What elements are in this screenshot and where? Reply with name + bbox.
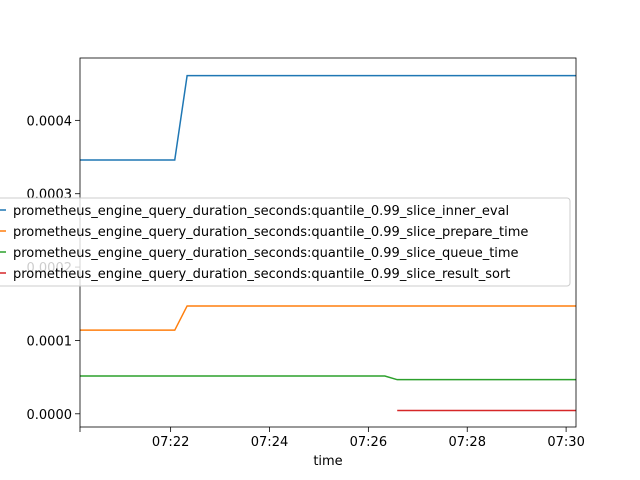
x-tick-label: 07:22	[152, 435, 189, 450]
legend-label: prometheus_engine_query_duration_seconds…	[13, 225, 528, 240]
series-line-2	[80, 375, 576, 381]
y-tick-label: 0.0004	[27, 114, 73, 129]
legend: prometheus_engine_query_duration_seconds…	[0, 197, 571, 287]
x-tick-label: 07:26	[350, 435, 387, 450]
x-axis-ticks: 07:22 07:24 07:26 07:28 07:30	[79, 427, 585, 450]
legend-label: prometheus_engine_query_duration_seconds…	[13, 267, 510, 282]
legend-label: prometheus_engine_query_duration_seconds…	[13, 204, 509, 219]
x-tick-label: 07:30	[547, 435, 584, 450]
x-axis-label: time	[313, 454, 342, 469]
series-line-1	[80, 305, 576, 331]
y-tick-label: 0.0001	[27, 334, 73, 349]
x-tick-label: 07:24	[251, 435, 288, 450]
legend-label: prometheus_engine_query_duration_seconds…	[13, 246, 519, 261]
x-tick-label: 07:28	[449, 435, 486, 450]
legend-box	[0, 197, 571, 287]
y-tick-label: 0.0000	[27, 408, 73, 423]
series-layer	[80, 74, 576, 412]
series-line-0	[80, 74, 576, 161]
